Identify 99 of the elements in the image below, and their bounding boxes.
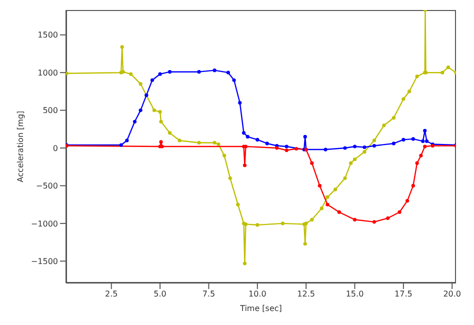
point <box>419 154 423 158</box>
point <box>197 70 201 74</box>
point <box>226 70 230 74</box>
point <box>256 138 260 142</box>
y-tick-label: −500 <box>36 182 58 191</box>
point <box>423 128 427 132</box>
x-axis-title: Time [sec] <box>239 304 282 313</box>
y-tick-label: −1000 <box>30 219 58 228</box>
x-tick-label: 10.0 <box>248 290 266 299</box>
point <box>362 150 366 154</box>
point <box>310 161 314 165</box>
point <box>407 90 412 94</box>
point <box>216 142 220 146</box>
x-tick-label: 2.5 <box>105 290 118 299</box>
point <box>150 78 154 82</box>
point <box>406 199 410 203</box>
point <box>320 206 324 210</box>
point <box>265 142 269 146</box>
point <box>168 131 172 135</box>
point <box>129 72 133 76</box>
y-tick-label: −1500 <box>30 256 58 266</box>
x-tick-label: 17.5 <box>394 290 412 299</box>
point <box>294 146 298 151</box>
x-tick-label: 20.0 <box>443 290 462 299</box>
point <box>318 184 322 188</box>
point <box>440 70 444 74</box>
x-tick-label: 7.5 <box>202 290 216 299</box>
point <box>402 138 406 142</box>
point <box>424 139 429 144</box>
point <box>415 74 419 78</box>
point <box>411 137 415 141</box>
point <box>303 242 307 246</box>
point <box>158 110 162 114</box>
point <box>415 161 419 165</box>
point <box>197 140 201 145</box>
point <box>159 120 163 124</box>
point <box>421 139 425 144</box>
point <box>212 140 216 145</box>
point <box>125 138 129 142</box>
point <box>324 148 328 152</box>
point <box>303 134 307 138</box>
point <box>138 108 142 112</box>
point <box>280 222 285 226</box>
point <box>236 202 240 206</box>
point <box>310 218 314 222</box>
y-tick-label: 1000 <box>38 68 58 78</box>
x-tick-label: 15.0 <box>346 290 364 299</box>
point <box>120 45 124 49</box>
point <box>275 146 279 150</box>
point <box>411 184 415 188</box>
y-tick-label: 1500 <box>38 30 58 40</box>
point <box>119 143 123 147</box>
point <box>228 176 232 180</box>
x-tick-label: 12.5 <box>297 290 315 299</box>
point <box>382 124 386 128</box>
point <box>349 161 353 165</box>
point <box>138 82 142 86</box>
point <box>256 223 260 227</box>
point <box>326 202 330 206</box>
point <box>372 220 376 224</box>
line-series <box>66 68 456 152</box>
point <box>352 218 357 222</box>
point <box>333 188 338 192</box>
point <box>392 142 396 146</box>
point <box>238 100 242 105</box>
point <box>284 144 288 148</box>
point <box>372 138 376 142</box>
point <box>242 131 246 135</box>
point <box>402 97 406 101</box>
point <box>132 120 137 124</box>
y-tick-label: 0 <box>52 144 58 153</box>
point <box>158 72 162 76</box>
point <box>337 210 341 214</box>
point <box>178 138 182 142</box>
point <box>343 176 347 180</box>
point <box>362 145 366 150</box>
point <box>242 262 247 266</box>
point <box>242 164 247 168</box>
point <box>168 70 172 74</box>
point <box>159 140 163 144</box>
point <box>423 144 427 148</box>
point <box>352 158 357 162</box>
point <box>326 195 330 199</box>
point <box>212 68 216 72</box>
point <box>152 108 156 112</box>
y-axis-title: Acceleration [mg] <box>16 110 25 182</box>
y-tick-label: 500 <box>42 106 58 116</box>
point <box>446 66 450 70</box>
point <box>284 148 288 152</box>
point <box>386 216 390 220</box>
point <box>232 78 236 82</box>
point <box>246 134 250 138</box>
point <box>222 154 226 158</box>
point <box>343 146 347 150</box>
point <box>392 116 396 120</box>
point <box>398 210 402 214</box>
point <box>352 144 357 148</box>
x-tick-label: 5.0 <box>154 290 166 299</box>
point <box>372 144 376 148</box>
